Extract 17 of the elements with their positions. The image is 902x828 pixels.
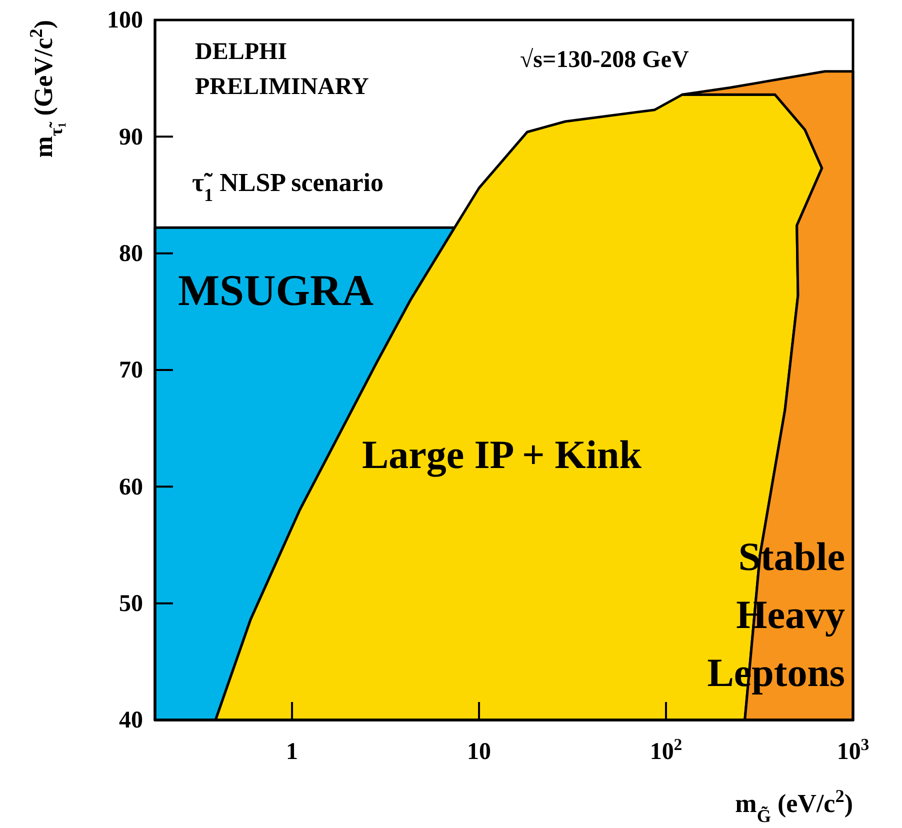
y-tick-label: 70	[119, 358, 143, 384]
y-tick-label: 40	[119, 708, 143, 734]
x-tick-label: 10$^{2}$	[650, 734, 682, 766]
x-axis-title: m$_{G̃}$ (eV/c$^{2}$)	[735, 786, 853, 826]
y-tick-label: 80	[119, 241, 143, 268]
x-tick-label: 10	[467, 739, 492, 766]
y-tick-label: 90	[119, 124, 143, 150]
y-tick-label: 100	[107, 8, 143, 34]
x-tick-label: 10$^{3}$	[836, 734, 870, 766]
y-tick-label: 60	[119, 474, 143, 500]
annotation: √s=130-208 GeV	[520, 47, 690, 74]
annotation: MSUGRA	[178, 266, 374, 316]
annotation: Large IP + Kink	[362, 432, 642, 477]
y-tick-label: 50	[119, 591, 143, 618]
annotation: τ̃$_{1}$ NLSP scenario	[192, 168, 384, 205]
annotation: DELPHI PRELIMINARY	[195, 39, 369, 100]
x-tick-label: 1	[286, 739, 298, 766]
